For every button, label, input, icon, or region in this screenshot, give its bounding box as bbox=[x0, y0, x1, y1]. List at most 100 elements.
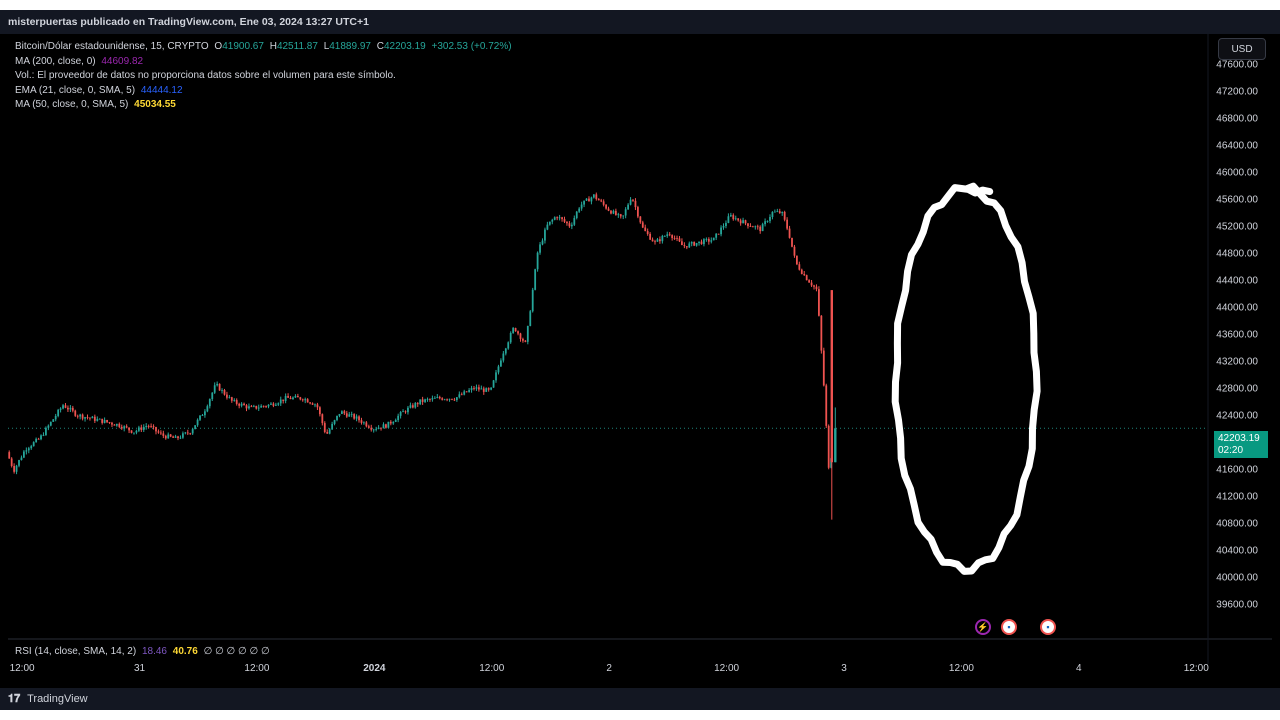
candle-body bbox=[316, 404, 319, 408]
publish-title: misterpuertas publicado en TradingView.c… bbox=[8, 16, 369, 28]
time-tick-label: 2024 bbox=[363, 663, 386, 674]
candle-body bbox=[230, 397, 233, 401]
candle-body bbox=[411, 405, 414, 408]
bar-countdown: 02:20 bbox=[1218, 445, 1244, 456]
candle-body bbox=[480, 388, 483, 390]
price-tick-label: 44400.00 bbox=[1216, 276, 1258, 287]
candle-body bbox=[27, 448, 30, 451]
candle-body bbox=[32, 442, 35, 447]
candle-body bbox=[79, 414, 82, 417]
candle-body bbox=[436, 397, 439, 398]
time-tick-label: 12:00 bbox=[244, 663, 269, 674]
candle-body bbox=[152, 426, 155, 428]
us-flag-event-icon-2[interactable]: ▪ bbox=[1040, 619, 1056, 635]
candle-body bbox=[610, 210, 612, 214]
candle-body bbox=[744, 220, 747, 224]
candle-body bbox=[52, 419, 55, 422]
candle-body bbox=[145, 426, 148, 428]
ohlc-low: 41889.97 bbox=[329, 41, 371, 52]
rsi-legend: RSI (14, close, SMA, 14, 2) 18.46 40.76 … bbox=[15, 646, 270, 657]
candle-body bbox=[372, 429, 375, 431]
ma200-value: 44609.82 bbox=[101, 55, 144, 67]
price-chart[interactable]: 47600.00 47200.00 46800.00 46400.00 46000.00… bbox=[8, 34, 1272, 688]
candle-body bbox=[517, 331, 519, 334]
candle-body bbox=[184, 432, 187, 434]
candle-body bbox=[367, 426, 370, 428]
candle-body bbox=[13, 465, 16, 472]
candle-body bbox=[705, 239, 708, 240]
candle-body bbox=[761, 224, 764, 232]
legend-symbol-row: Bitcoin/Dólar estadounidense, 15, CRYPTO… bbox=[15, 40, 512, 55]
candle-body bbox=[592, 194, 595, 198]
ohlc-close: 42203.19 bbox=[383, 41, 426, 52]
ohlc-open-label: O bbox=[214, 41, 223, 52]
candle-body bbox=[150, 426, 153, 428]
candle-body bbox=[504, 348, 507, 354]
candle-body bbox=[98, 418, 101, 420]
candle-body bbox=[580, 204, 583, 209]
candle-body bbox=[326, 431, 329, 434]
rsi-label: RSI (14, close, SMA, 14, 2) bbox=[15, 646, 137, 657]
candle-body bbox=[15, 465, 18, 472]
candle-body bbox=[820, 315, 823, 351]
candle-body bbox=[174, 436, 177, 438]
candle-body bbox=[458, 394, 461, 398]
candle-body bbox=[429, 399, 431, 401]
candle-body bbox=[438, 397, 441, 399]
candle-body bbox=[279, 399, 282, 404]
candle-body bbox=[641, 222, 644, 228]
price-tick-label: 46400.00 bbox=[1216, 141, 1258, 152]
candle-body bbox=[727, 216, 730, 223]
time-tick-label: 12:00 bbox=[10, 663, 35, 674]
candle-body bbox=[791, 237, 793, 247]
rsi-ma-value: 40.76 bbox=[172, 646, 198, 657]
candle-body bbox=[749, 226, 752, 227]
candle-body bbox=[526, 325, 529, 342]
candle-body bbox=[509, 333, 512, 343]
publish-header: misterpuertas publicado en TradingView.c… bbox=[0, 10, 1280, 34]
candle-body bbox=[287, 396, 289, 398]
candle-body bbox=[722, 226, 725, 228]
candle-body bbox=[688, 243, 691, 248]
candle-body bbox=[822, 350, 825, 386]
candle-body bbox=[282, 399, 285, 401]
candle-body bbox=[208, 399, 211, 407]
candle-body bbox=[778, 211, 781, 214]
candle-body bbox=[311, 403, 314, 405]
candle-body bbox=[318, 407, 321, 415]
legend-ma200-row: MA (200, close, 0) 44609.82 bbox=[15, 55, 512, 70]
candle-body bbox=[685, 246, 688, 248]
candle-body bbox=[421, 399, 424, 402]
candle-body bbox=[803, 273, 806, 276]
currency-button[interactable]: USD bbox=[1218, 38, 1266, 60]
candle-body bbox=[164, 435, 167, 439]
candle-body bbox=[402, 411, 404, 413]
chart-area[interactable]: 47600.00 47200.00 46800.00 46400.00 46000.00… bbox=[8, 34, 1272, 688]
candle-body bbox=[551, 219, 554, 222]
price-tick-label: 42800.00 bbox=[1216, 384, 1258, 395]
candle-body bbox=[531, 289, 534, 312]
candle-body bbox=[830, 458, 833, 468]
candle-body bbox=[808, 280, 811, 283]
candle-body bbox=[600, 200, 603, 202]
candle-body bbox=[678, 238, 681, 242]
candle-body bbox=[267, 404, 270, 407]
price-tick-label: 47600.00 bbox=[1216, 60, 1258, 71]
candle-body bbox=[443, 399, 446, 401]
time-tick-label: 3 bbox=[841, 663, 847, 674]
candle-body bbox=[194, 425, 197, 430]
candle-body bbox=[71, 407, 74, 411]
candle-body bbox=[248, 406, 250, 409]
candle-body bbox=[355, 416, 358, 419]
flash-event-icon[interactable]: ⚡ bbox=[975, 619, 991, 635]
candle-body bbox=[666, 234, 669, 236]
candle-body bbox=[274, 404, 277, 406]
us-flag-event-icon[interactable]: ▪ bbox=[1001, 619, 1017, 635]
candle-body bbox=[103, 419, 106, 423]
candle-body bbox=[296, 396, 299, 398]
candle-body bbox=[553, 217, 556, 220]
last-price: 42203.19 bbox=[1218, 433, 1260, 444]
candle-body bbox=[607, 208, 610, 211]
candle-body bbox=[245, 405, 248, 409]
candle-body bbox=[519, 333, 522, 339]
